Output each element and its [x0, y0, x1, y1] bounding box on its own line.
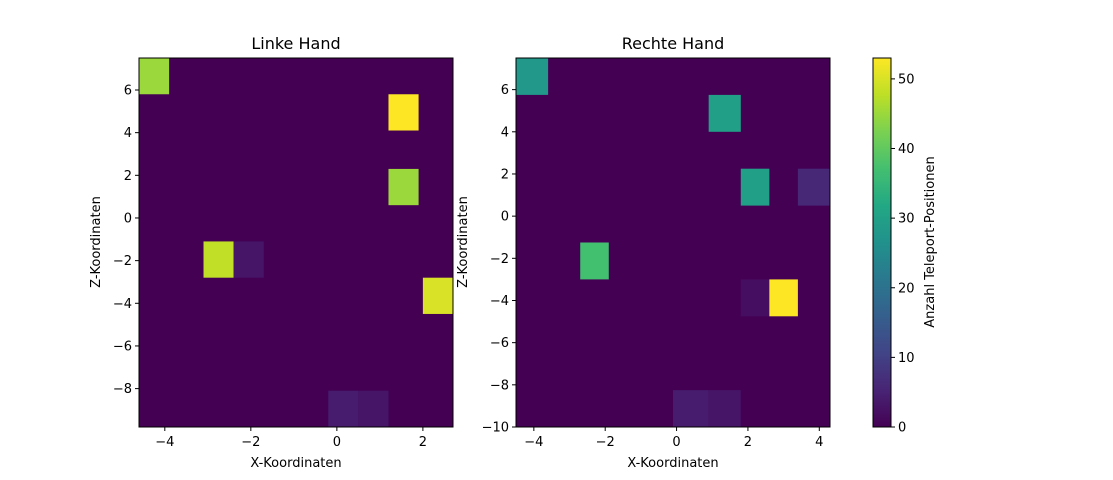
- right-y-tick-label: 0: [501, 210, 509, 225]
- right-y-tick-label: 6: [501, 83, 509, 98]
- right-heatmap-cell: [708, 390, 741, 427]
- right-y-tick-label: 4: [501, 125, 509, 140]
- right-y-tick-label: −2: [490, 252, 509, 267]
- left-x-axis-label: X-Koordinaten: [250, 456, 341, 471]
- right-y-tick-label: −6: [490, 336, 509, 351]
- left-heatmap-cell: [233, 241, 264, 278]
- colorbar-tick-label: 10: [898, 351, 915, 366]
- left-heatmap-cell: [203, 241, 234, 278]
- right-x-tick-label: −2: [596, 435, 615, 450]
- left-y-tick-label: 4: [124, 126, 132, 141]
- right-heatmap-background: [516, 58, 830, 427]
- left-y-tick-label: 0: [124, 211, 132, 226]
- left-heatmap-cell: [388, 168, 419, 206]
- left-heatmap-cell: [388, 94, 419, 131]
- right-heatmap-cell: [740, 279, 770, 317]
- left-heatmap-cell: [358, 390, 389, 427]
- right-x-tick-label: −4: [524, 435, 543, 450]
- colorbar-tick-label: 50: [898, 72, 915, 87]
- left-x-tick-label: −2: [241, 435, 260, 450]
- right-x-axis-label: X-Koordinaten: [627, 456, 718, 471]
- right-heatmap-cell: [516, 58, 549, 95]
- colorbar: 0 10 20 30 40 50 Anzahl Teleport-Positionen: [872, 57, 938, 436]
- left-plot-frame: [138, 57, 454, 428]
- right-x-tick-label: 0: [672, 435, 680, 450]
- colorbar-tick-label: 40: [898, 142, 915, 157]
- left-x-ticks: −4 −2 0 2: [155, 427, 427, 450]
- right-heatmap-cell: [769, 279, 798, 317]
- right-x-ticks: −4 −2 0 2 4: [524, 427, 823, 450]
- colorbar-frame: [872, 57, 892, 428]
- right-y-tick-label: −4: [490, 294, 509, 309]
- left-x-tick-label: 0: [333, 435, 341, 450]
- right-heatmap-cells: [516, 58, 830, 427]
- left-x-tick-label: 2: [419, 435, 427, 450]
- right-heatmap-cell: [580, 242, 609, 280]
- colorbar-gradient: [873, 58, 891, 427]
- right-panel: Rechte Hand −4 −2 0 2 4 −10 −8 −6 −4 −2 0 2 4 6 X-Ko…: [456, 34, 831, 471]
- colorbar-label: Anzahl Teleport-Positionen: [923, 156, 938, 327]
- right-y-axis-label: Z-Koordinaten: [456, 196, 471, 288]
- left-heatmap-cell: [139, 58, 170, 95]
- colorbar-ticks: 0 10 20 30 40 50: [891, 72, 915, 436]
- left-y-tick-label: 2: [124, 169, 132, 184]
- right-heatmap-cell: [673, 390, 709, 427]
- left-heatmap-cell: [328, 390, 359, 427]
- left-y-tick-label: −8: [113, 382, 132, 397]
- right-x-tick-label: 4: [815, 435, 823, 450]
- left-heatmap-cells: [139, 58, 453, 427]
- colorbar-tick-label: 30: [898, 212, 915, 227]
- right-y-tick-label: −10: [482, 421, 509, 436]
- right-heatmap-cell: [740, 168, 770, 206]
- left-y-tick-label: −4: [113, 297, 132, 312]
- left-x-tick-label: −4: [155, 435, 174, 450]
- right-x-tick-label: 2: [744, 435, 752, 450]
- left-panel-title: Linke Hand: [251, 34, 340, 53]
- colorbar-tick-label: 0: [898, 421, 906, 436]
- right-heatmap-cell: [797, 168, 830, 206]
- left-y-axis-label: Z-Koordinaten: [89, 196, 104, 288]
- right-plot-frame: [515, 57, 831, 428]
- right-y-ticks: −10 −8 −6 −4 −2 0 2 4 6: [482, 83, 516, 436]
- left-y-ticks: −8 −6 −4 −2 0 2 4 6: [113, 83, 139, 397]
- left-heatmap-cell: [422, 277, 453, 314]
- right-y-tick-label: −8: [490, 378, 509, 393]
- left-y-tick-label: −2: [113, 254, 132, 269]
- right-heatmap-cell: [708, 94, 741, 132]
- right-panel-title: Rechte Hand: [622, 34, 725, 53]
- colorbar-tick-label: 20: [898, 281, 915, 296]
- right-y-tick-label: 2: [501, 167, 509, 182]
- left-panel: Linke Hand −4 −2 0 2 −8 −6 −4 −2 0 2 4 6 X-Koordin…: [89, 34, 454, 471]
- left-y-tick-label: 6: [124, 83, 132, 98]
- left-y-tick-label: −6: [113, 339, 132, 354]
